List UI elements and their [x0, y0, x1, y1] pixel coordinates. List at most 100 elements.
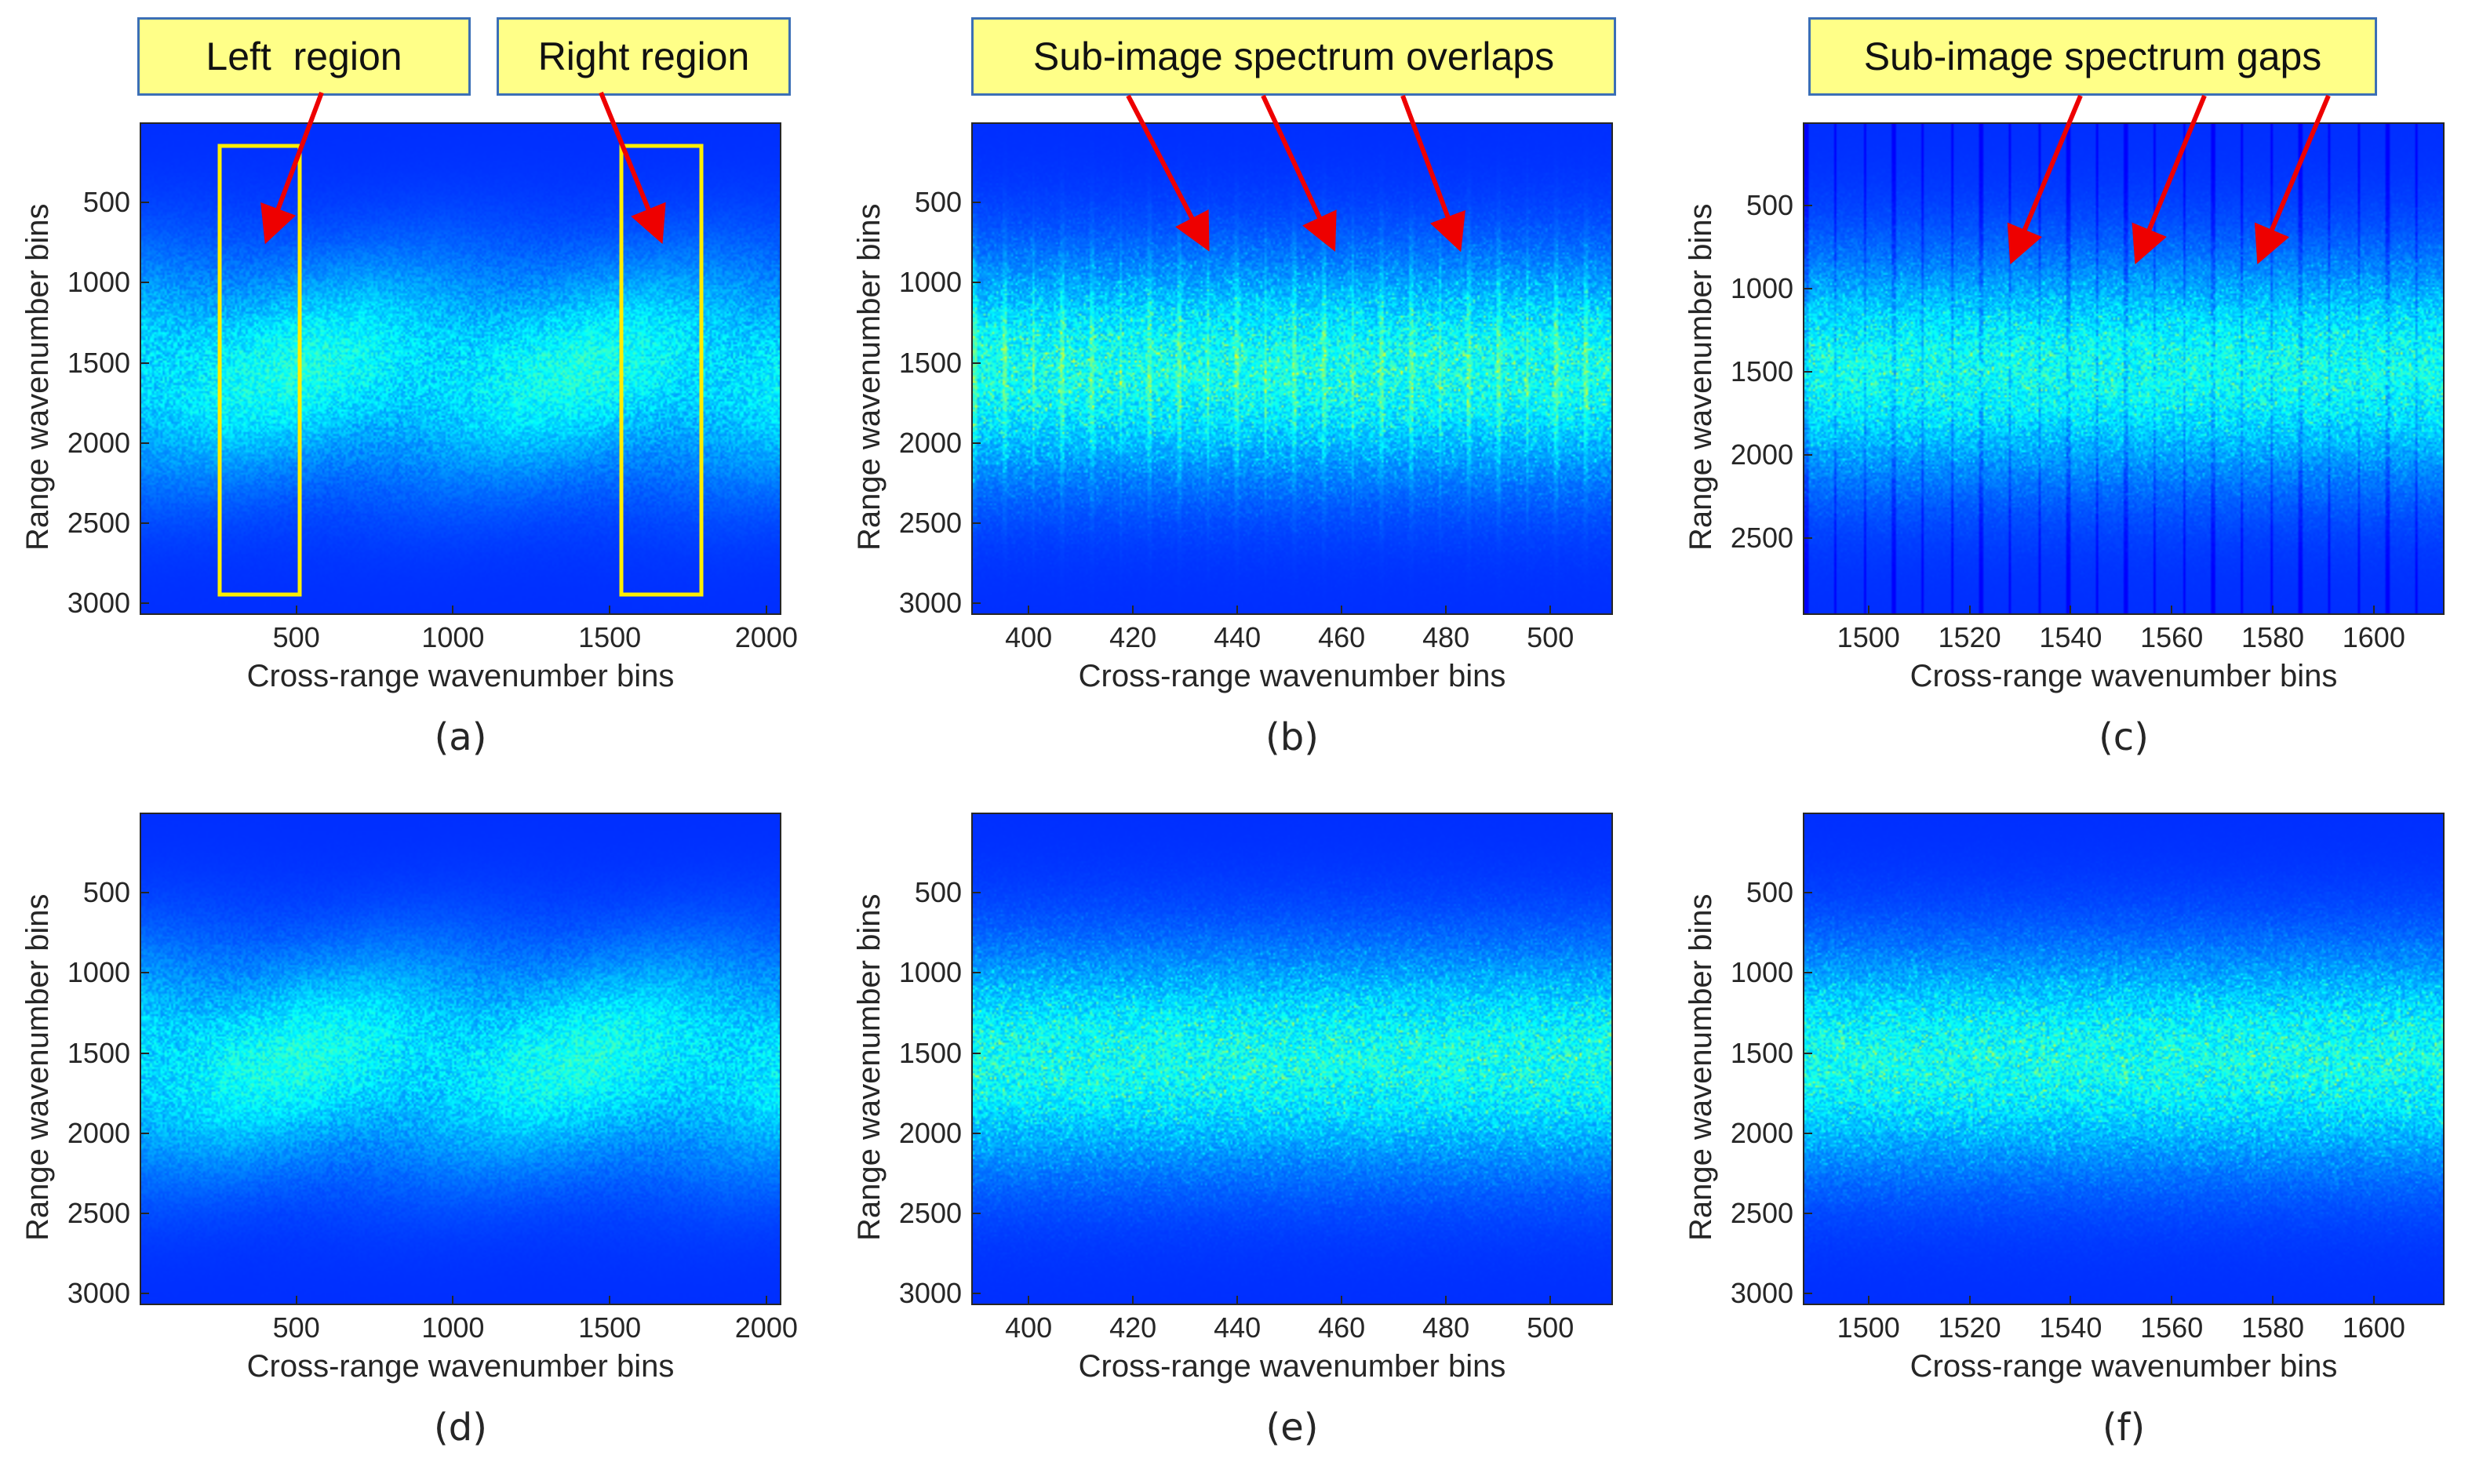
y-tick-label: 2500 [67, 1197, 130, 1230]
x-axis-label: Cross-range wavenumber bins [246, 659, 675, 693]
y-axis-label: Range wavenumber bins [20, 893, 55, 1241]
y-tick-mark [140, 282, 149, 284]
y-tick-mark [971, 442, 981, 444]
x-tick-label: 480 [1422, 1311, 1470, 1344]
panel-f: 1500 1520 1540 1560 1580 1600 500 1000 1500 2000 2… [1663, 690, 2472, 1449]
x-tick-label: 1580 [2241, 621, 2305, 653]
x-tick-label: 420 [1109, 1311, 1157, 1344]
y-tick-label: 500 [914, 186, 962, 219]
heatmap-plot-d [140, 813, 781, 1305]
y-tick-mark [1803, 972, 1812, 974]
callout-left-region: Left region [137, 17, 471, 96]
x-tick-mark [2272, 606, 2274, 615]
heatmap-plot-b [971, 122, 1613, 615]
x-tick-label: 500 [1527, 621, 1575, 653]
y-axis-label: Range wavenumber bins [1684, 893, 1718, 1241]
x-tick-mark [1867, 606, 1869, 615]
heatmap-image-e [973, 814, 1611, 1304]
y-tick-mark [140, 892, 149, 894]
y-tick-label: 1000 [67, 956, 130, 989]
y-tick-mark [140, 602, 149, 605]
x-tick-mark [452, 606, 454, 615]
heatmap-plot-a [140, 122, 781, 615]
x-tick-label: 1540 [2039, 1311, 2102, 1344]
x-tick-mark [1132, 606, 1134, 615]
x-tick-label: 400 [1005, 1311, 1053, 1344]
x-axis-label: Cross-range wavenumber bins [1910, 659, 2338, 693]
y-tick-label: 3000 [898, 587, 962, 620]
y-tick-mark [971, 522, 981, 525]
y-tick-label: 1500 [67, 346, 130, 379]
y-tick-label: 500 [82, 876, 130, 909]
callout-spectrum-gaps: Sub-image spectrum gaps [1808, 17, 2377, 96]
x-tick-label: 1500 [578, 621, 642, 653]
y-tick-mark [971, 1213, 981, 1215]
y-tick-mark [140, 202, 149, 204]
y-tick-label: 1500 [898, 346, 962, 379]
callout-spectrum-overlaps: Sub-image spectrum overlaps [971, 17, 1616, 96]
y-tick-mark [1803, 1213, 1812, 1215]
y-tick-label: 500 [82, 186, 130, 219]
x-axis-label: Cross-range wavenumber bins [1910, 1349, 2338, 1384]
x-tick-label: 1500 [1837, 621, 1900, 653]
y-tick-label: 2500 [1730, 522, 1793, 555]
y-tick-mark [140, 362, 149, 364]
y-tick-mark [140, 1052, 149, 1054]
y-tick-label: 3000 [67, 587, 130, 620]
x-tick-label: 480 [1422, 621, 1470, 653]
y-tick-mark [1803, 1052, 1812, 1054]
x-tick-label: 1600 [2342, 621, 2405, 653]
panel-d: 500 1000 1500 2000 500 1000 1500 2000 2500 3000 Cr… [0, 690, 824, 1449]
x-tick-mark [2070, 606, 2072, 615]
y-tick-label: 500 [1746, 876, 1793, 909]
x-tick-mark [295, 1296, 297, 1305]
x-tick-mark [1132, 1296, 1134, 1305]
x-tick-mark [2372, 606, 2375, 615]
y-tick-label: 1000 [898, 266, 962, 299]
heatmap-plot-e [971, 813, 1613, 1305]
y-tick-label: 2000 [67, 1116, 130, 1149]
x-tick-label: 1540 [2039, 621, 2102, 653]
x-tick-mark [1867, 1296, 1869, 1305]
x-tick-mark [295, 606, 297, 615]
y-tick-mark [1803, 1132, 1812, 1134]
y-tick-mark [140, 972, 149, 974]
y-tick-label: 1500 [1730, 355, 1793, 388]
y-tick-mark [140, 1293, 149, 1295]
x-tick-label: 1560 [2140, 621, 2204, 653]
y-tick-mark [140, 1132, 149, 1134]
y-tick-label: 1000 [1730, 956, 1793, 989]
y-tick-mark [1803, 892, 1812, 894]
x-tick-mark [2070, 1296, 2072, 1305]
x-tick-label: 1520 [1938, 621, 2001, 653]
y-tick-label: 2000 [1730, 1116, 1793, 1149]
y-tick-mark [971, 282, 981, 284]
x-tick-mark [2171, 606, 2173, 615]
x-tick-mark [1445, 606, 1447, 615]
heatmap-plot-c [1803, 122, 2445, 615]
heatmap-image-a [141, 124, 780, 613]
x-tick-mark [1341, 606, 1343, 615]
y-tick-mark [1803, 537, 1812, 540]
y-tick-label: 2000 [898, 426, 962, 459]
x-tick-label: 500 [272, 621, 320, 653]
x-tick-label: 420 [1109, 621, 1157, 653]
panel-caption: (a) [434, 715, 487, 759]
x-tick-label: 1500 [1837, 1311, 1900, 1344]
panel-a: 500 1000 1500 2000 500 1000 1500 2000 2500 3000 Cr… [0, 0, 824, 759]
y-tick-mark [1803, 205, 1812, 207]
y-tick-label: 500 [1746, 189, 1793, 222]
panel-caption: (f) [2102, 1406, 2146, 1449]
y-tick-mark [1803, 454, 1812, 456]
x-tick-label: 440 [1214, 1311, 1261, 1344]
y-axis-label: Range wavenumber bins [20, 203, 55, 551]
x-axis-label: Cross-range wavenumber bins [1078, 659, 1506, 693]
x-tick-mark [1968, 606, 1971, 615]
y-tick-label: 2500 [898, 507, 962, 540]
y-tick-label: 2500 [67, 507, 130, 540]
panel-e: 400 420 440 460 480 500 500 1000 1500 2000 2500 300… [832, 690, 1655, 1449]
y-tick-label: 1500 [67, 1036, 130, 1069]
y-tick-mark [140, 1213, 149, 1215]
x-tick-mark [1445, 1296, 1447, 1305]
